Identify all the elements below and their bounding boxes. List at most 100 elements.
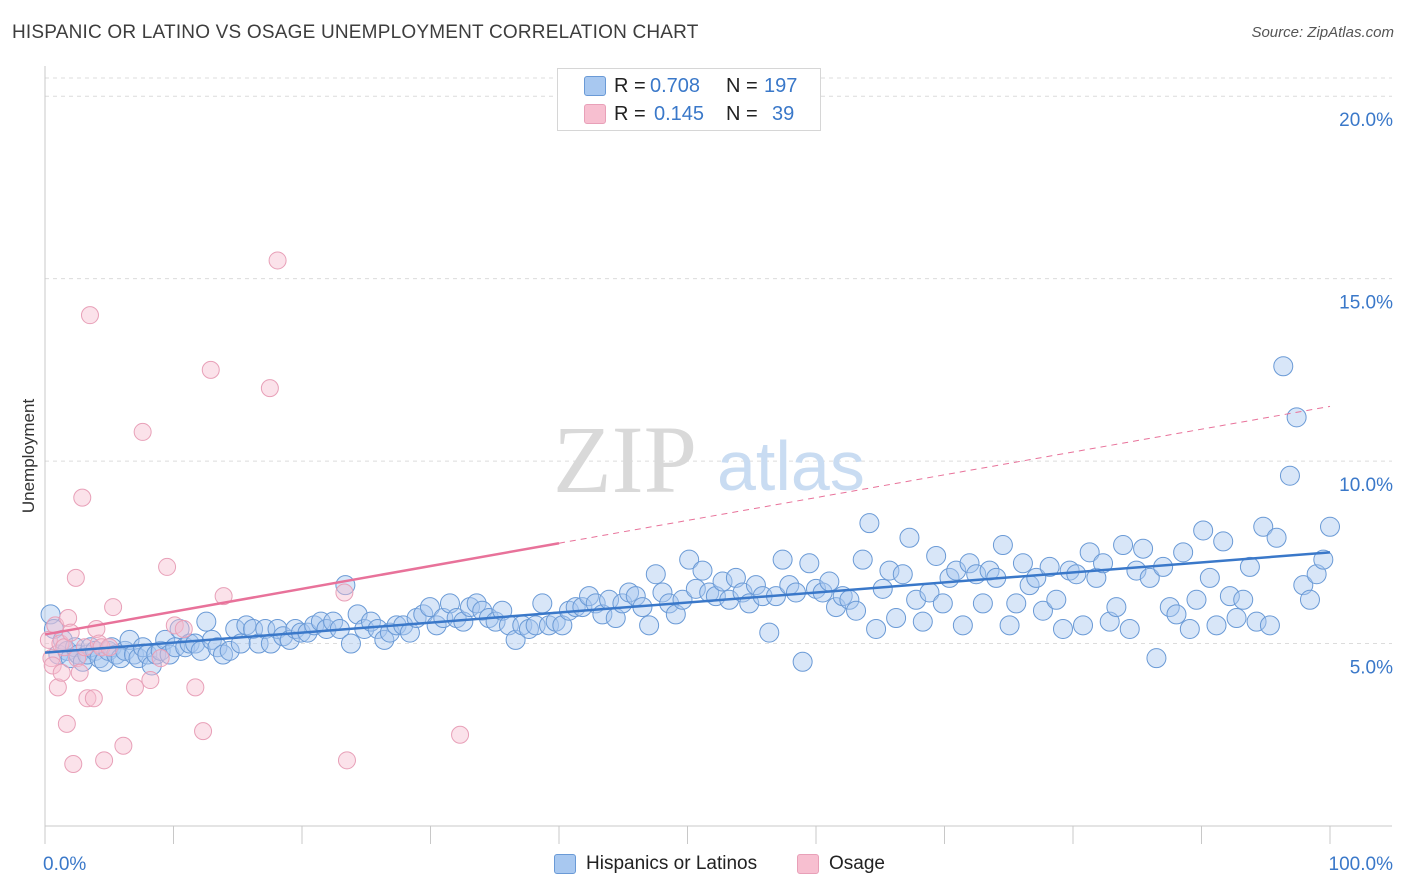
point-hispanic bbox=[1313, 549, 1334, 570]
point-hispanic bbox=[532, 593, 553, 614]
point-hispanic bbox=[652, 582, 673, 603]
r-label: R = bbox=[614, 74, 646, 97]
point-osage bbox=[194, 722, 213, 741]
point-osage bbox=[64, 754, 83, 773]
point-hispanic bbox=[1026, 567, 1047, 588]
point-hispanic bbox=[1119, 618, 1140, 639]
point-hispanic bbox=[959, 553, 980, 574]
point-osage bbox=[52, 663, 71, 682]
point-hispanic bbox=[992, 535, 1013, 556]
legend-swatch-osage bbox=[584, 104, 606, 124]
point-hispanic bbox=[879, 560, 900, 581]
point-osage bbox=[260, 379, 279, 398]
point-hispanic bbox=[1226, 608, 1247, 629]
point-osage bbox=[133, 422, 152, 441]
point-hispanic bbox=[826, 597, 847, 618]
y-tick-label: 20.0% bbox=[1339, 110, 1393, 131]
point-hispanic bbox=[1286, 407, 1307, 428]
point-osage bbox=[337, 751, 356, 770]
point-hispanic bbox=[912, 611, 933, 632]
r-value: 0.145 bbox=[654, 102, 705, 125]
point-hispanic bbox=[866, 618, 887, 639]
legend-item-osage[interactable]: Osage bbox=[797, 850, 885, 878]
point-hispanic bbox=[1199, 567, 1220, 588]
legend-swatch-hispanic bbox=[554, 854, 576, 874]
n-value: 197 bbox=[764, 74, 798, 97]
stats-row-hispanic: R = 0.708 N = 197 bbox=[558, 72, 820, 100]
point-hispanic bbox=[619, 582, 640, 603]
point-hispanic bbox=[759, 622, 780, 643]
legend-item-hispanic[interactable]: Hispanics or Latinos bbox=[554, 850, 757, 878]
point-osage bbox=[165, 616, 184, 635]
trend-lines bbox=[44, 405, 1331, 654]
point-hispanic bbox=[1133, 538, 1154, 559]
y-tick-label: 5.0% bbox=[1350, 658, 1393, 679]
point-osage bbox=[186, 678, 205, 697]
point-osage bbox=[141, 671, 160, 690]
point-hispanic bbox=[1032, 600, 1053, 621]
point-osage bbox=[158, 557, 177, 576]
point-hispanic bbox=[1059, 560, 1080, 581]
point-hispanic bbox=[1146, 648, 1167, 669]
point-hispanic bbox=[692, 560, 713, 581]
point-hispanic bbox=[1166, 604, 1187, 625]
point-hispanic bbox=[852, 549, 873, 570]
point-hispanic bbox=[1173, 542, 1194, 563]
point-hispanic bbox=[1320, 516, 1340, 537]
point-hispanic bbox=[340, 633, 361, 654]
point-hispanic bbox=[1186, 589, 1207, 610]
point-hispanic bbox=[772, 549, 793, 570]
point-hispanic bbox=[1066, 564, 1087, 585]
point-hispanic bbox=[1113, 535, 1134, 556]
point-hispanic bbox=[712, 571, 733, 592]
point-hispanic bbox=[1099, 611, 1120, 632]
point-hispanic bbox=[892, 564, 913, 585]
point-hispanic bbox=[459, 597, 480, 618]
point-osage bbox=[80, 306, 99, 325]
point-osage bbox=[43, 656, 62, 675]
series-legend: Hispanics or Latinos Osage bbox=[0, 850, 1406, 878]
n-value: 39 bbox=[772, 102, 795, 125]
y-axis-label: Unemployment bbox=[19, 399, 38, 514]
axes bbox=[44, 66, 1392, 844]
point-hispanic bbox=[1139, 567, 1160, 588]
point-hispanic bbox=[1306, 564, 1327, 585]
legend-label-osage: Osage bbox=[829, 853, 885, 874]
point-hispanic bbox=[1293, 575, 1314, 596]
point-osage bbox=[125, 678, 144, 697]
legend-label-hispanic: Hispanics or Latinos bbox=[586, 853, 758, 874]
y-tick-label: 10.0% bbox=[1339, 475, 1393, 496]
series-osage-points bbox=[39, 251, 470, 773]
point-osage bbox=[114, 736, 133, 755]
point-osage bbox=[335, 583, 354, 602]
point-hispanic bbox=[846, 600, 867, 621]
point-hispanic bbox=[141, 655, 162, 676]
point-hispanic bbox=[906, 589, 927, 610]
point-osage bbox=[61, 623, 80, 642]
point-hispanic bbox=[1046, 589, 1067, 610]
point-osage bbox=[214, 587, 233, 606]
point-osage bbox=[451, 725, 470, 744]
point-osage bbox=[66, 568, 85, 587]
point-hispanic bbox=[952, 615, 973, 636]
point-osage bbox=[78, 689, 97, 708]
point-hispanic bbox=[1299, 589, 1320, 610]
x-tick-label-min: 0.0% bbox=[43, 854, 86, 875]
point-hispanic bbox=[518, 618, 539, 639]
point-hispanic bbox=[213, 644, 234, 665]
point-hispanic bbox=[367, 618, 388, 639]
point-hispanic bbox=[685, 578, 706, 599]
point-hispanic bbox=[946, 560, 967, 581]
y-tick-label: 15.0% bbox=[1339, 293, 1393, 314]
point-hispanic bbox=[1279, 465, 1300, 486]
point-hispanic bbox=[679, 549, 700, 570]
point-osage bbox=[174, 619, 193, 638]
series-hispanic-points bbox=[40, 356, 1340, 676]
point-hispanic bbox=[1079, 542, 1100, 563]
point-hispanic bbox=[1052, 618, 1073, 639]
watermark-zip: ZIP bbox=[553, 406, 697, 513]
watermark-atlas: atlas bbox=[717, 427, 865, 505]
x-tick-label-max: 100.0% bbox=[1329, 854, 1394, 875]
point-hispanic bbox=[639, 615, 660, 636]
